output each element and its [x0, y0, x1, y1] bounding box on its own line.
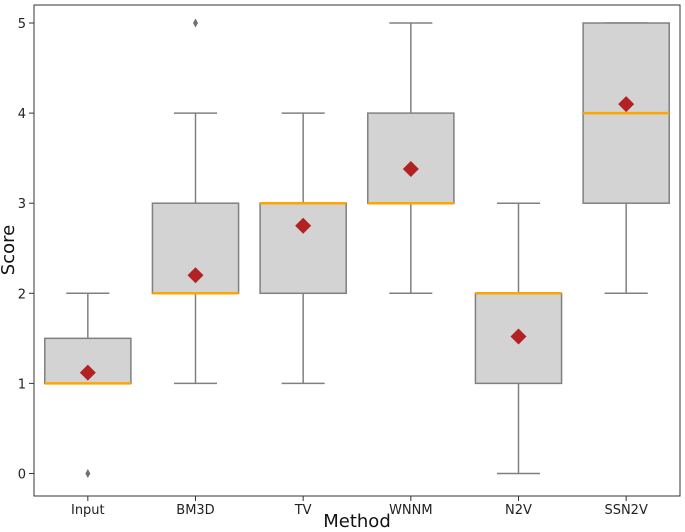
iqr-box	[259, 202, 347, 295]
mean-marker	[618, 96, 635, 113]
mean-marker	[510, 328, 527, 345]
y-axis-title: Score	[0, 225, 19, 275]
x-tick-label: Input	[71, 503, 105, 518]
y-tick-label: 0	[18, 467, 26, 482]
x-tick-label: SSN2V	[604, 503, 647, 518]
box-wnnm	[367, 22, 455, 295]
box-ssn2v	[582, 22, 670, 295]
x-tick-label: N2V	[505, 503, 532, 518]
y-tick-label: 5	[18, 17, 26, 32]
mean-marker	[79, 364, 96, 381]
x-tick-label: WNNM	[389, 503, 433, 518]
y-tick-label: 2	[18, 287, 26, 302]
box-input	[44, 292, 132, 478]
boxes	[44, 18, 670, 478]
x-axis: Input BM3D TV WNNM N2V SSN2V	[71, 496, 648, 518]
outlier-marker	[85, 468, 91, 478]
box-tv	[259, 112, 347, 385]
mean-marker	[402, 160, 419, 177]
y-tick-label: 4	[18, 107, 26, 122]
x-tick-label: TV	[294, 503, 312, 518]
outlier-marker	[193, 18, 198, 28]
x-axis-title: Method	[323, 511, 391, 532]
iqr-box	[367, 112, 455, 204]
mean-marker	[295, 217, 312, 234]
plot-area-frame	[33, 4, 681, 497]
y-tick-label: 3	[18, 197, 26, 212]
x-tick-label: BM3D	[176, 503, 214, 518]
y-tick-label: 1	[18, 377, 26, 392]
mean-marker	[187, 267, 204, 284]
box-bm3d	[151, 18, 240, 385]
box-n2v	[474, 202, 563, 475]
y-axis: 0 1 2 3 4 5	[18, 17, 34, 482]
